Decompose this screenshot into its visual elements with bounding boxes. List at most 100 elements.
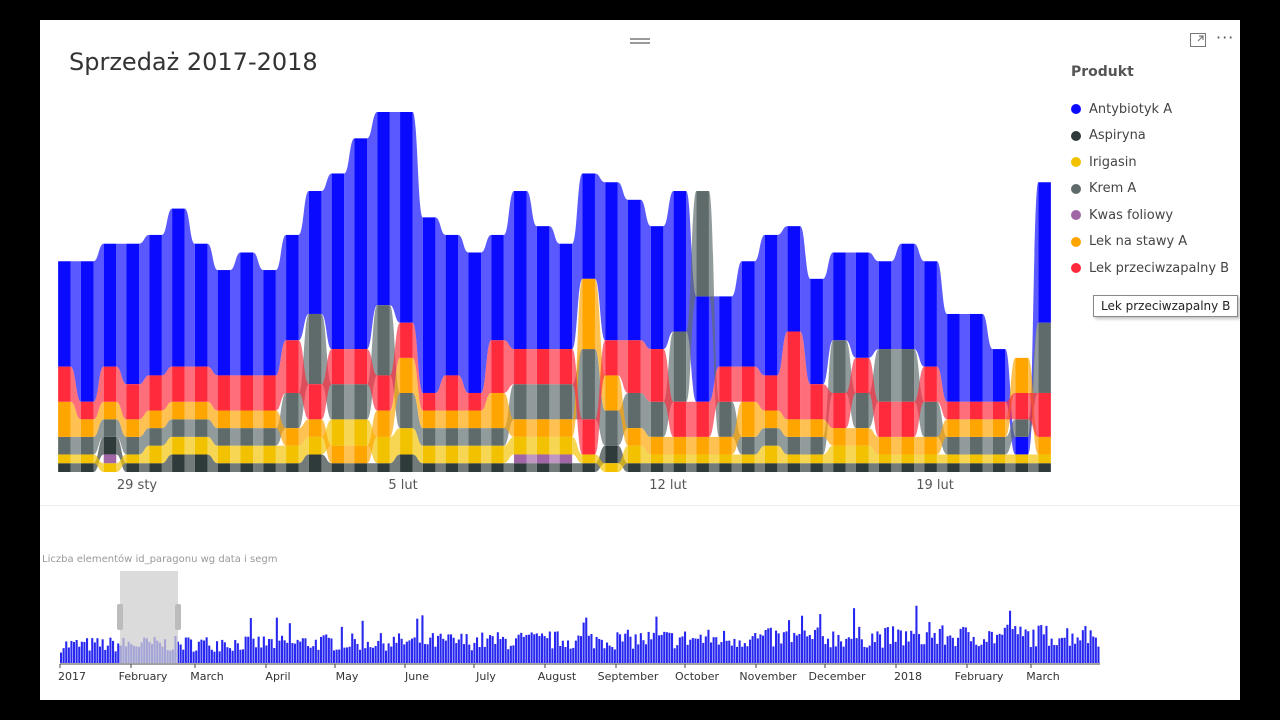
- ribbon-band[interactable]: [116, 454, 127, 472]
- ribbon-band[interactable]: [344, 419, 355, 446]
- ribbon-segment[interactable]: [696, 296, 709, 402]
- ribbon-segment[interactable]: [103, 454, 117, 464]
- ribbon-segment[interactable]: [605, 445, 618, 464]
- ribbon-segment[interactable]: [536, 384, 550, 420]
- ribbon-band[interactable]: [754, 463, 765, 472]
- ribbon-band[interactable]: [754, 366, 765, 411]
- ribbon-segment[interactable]: [1038, 436, 1051, 455]
- ribbon-segment[interactable]: [969, 454, 983, 464]
- ribbon-segment[interactable]: [103, 366, 117, 402]
- ribbon-band[interactable]: [184, 436, 195, 455]
- ribbon-band[interactable]: [139, 445, 150, 464]
- ribbon-band[interactable]: [914, 436, 925, 455]
- ribbon-segment[interactable]: [1038, 392, 1051, 437]
- ribbon-band[interactable]: [640, 428, 651, 455]
- ribbon-band[interactable]: [367, 463, 378, 472]
- ribbon-segment[interactable]: [673, 463, 687, 472]
- ribbon-band[interactable]: [663, 191, 674, 350]
- ribbon-segment[interactable]: [855, 252, 869, 358]
- ribbon-segment[interactable]: [149, 410, 162, 429]
- ribbon-segment[interactable]: [969, 419, 983, 437]
- ribbon-band[interactable]: [93, 419, 104, 455]
- ribbon-band[interactable]: [412, 112, 423, 393]
- ribbon-band[interactable]: [868, 428, 879, 455]
- ribbon-band[interactable]: [70, 401, 81, 437]
- ribbon-segment[interactable]: [924, 366, 937, 402]
- ribbon-band[interactable]: [800, 226, 811, 385]
- ribbon-band[interactable]: [139, 375, 150, 420]
- ribbon-band[interactable]: [435, 428, 446, 446]
- ribbon-segment[interactable]: [605, 375, 618, 411]
- ribbon-segment[interactable]: [992, 463, 1006, 472]
- ribbon-band[interactable]: [891, 243, 902, 350]
- ribbon-band[interactable]: [549, 384, 560, 420]
- ribbon-band[interactable]: [367, 349, 378, 411]
- ribbon-band[interactable]: [549, 419, 560, 437]
- ribbon-band[interactable]: [708, 454, 720, 464]
- ribbon-band[interactable]: [572, 173, 583, 350]
- ribbon-segment[interactable]: [103, 243, 117, 367]
- ribbon-segment[interactable]: [445, 428, 459, 446]
- ribbon-segment[interactable]: [126, 419, 140, 437]
- ribbon-segment[interactable]: [992, 401, 1006, 420]
- ribbon-band[interactable]: [549, 463, 560, 472]
- ribbon-band[interactable]: [412, 454, 423, 472]
- ribbon-segment[interactable]: [1038, 463, 1051, 472]
- ribbon-band[interactable]: [914, 454, 925, 464]
- ribbon-segment[interactable]: [833, 392, 846, 429]
- ribbon-segment[interactable]: [491, 428, 504, 446]
- ribbon-segment[interactable]: [605, 340, 618, 376]
- ribbon-segment[interactable]: [559, 463, 573, 472]
- ribbon-segment[interactable]: [149, 428, 162, 446]
- ribbon-band[interactable]: [480, 234, 492, 393]
- ribbon-segment[interactable]: [787, 436, 801, 455]
- ribbon-segment[interactable]: [400, 428, 413, 455]
- ribbon-segment[interactable]: [969, 463, 983, 472]
- ribbon-segment[interactable]: [422, 410, 436, 429]
- ribbon-band[interactable]: [686, 436, 697, 455]
- ribbon-segment[interactable]: [514, 454, 527, 464]
- ribbon-segment[interactable]: [1015, 454, 1029, 464]
- ribbon-band[interactable]: [275, 410, 287, 446]
- ribbon-segment[interactable]: [947, 436, 960, 455]
- ribbon-band[interactable]: [640, 340, 651, 402]
- ribbon-band[interactable]: [686, 463, 697, 472]
- ribbon-band[interactable]: [412, 322, 423, 411]
- ribbon-band[interactable]: [708, 436, 720, 455]
- ribbon-segment[interactable]: [924, 436, 937, 455]
- ribbon-segment[interactable]: [650, 401, 664, 437]
- ribbon-band[interactable]: [435, 217, 446, 393]
- ribbon-band[interactable]: [526, 384, 537, 420]
- ribbon-segment[interactable]: [58, 366, 71, 402]
- ribbon-segment[interactable]: [628, 340, 641, 393]
- ribbon-segment[interactable]: [80, 436, 94, 455]
- ribbon-band[interactable]: [777, 226, 788, 376]
- ribbon-band[interactable]: [298, 191, 309, 341]
- ribbon-segment[interactable]: [901, 349, 915, 402]
- ribbon-segment[interactable]: [559, 243, 573, 350]
- ribbon-segment[interactable]: [377, 463, 390, 472]
- ribbon-band[interactable]: [822, 463, 834, 472]
- ribbon-segment[interactable]: [878, 349, 892, 402]
- ribbon-segment[interactable]: [286, 428, 299, 446]
- ribbon-segment[interactable]: [445, 234, 459, 376]
- ribbon-segment[interactable]: [741, 261, 755, 367]
- ribbon-segment[interactable]: [126, 384, 140, 420]
- ribbon-segment[interactable]: [377, 375, 390, 411]
- ribbon-segment[interactable]: [422, 217, 436, 393]
- ribbon-segment[interactable]: [354, 138, 368, 350]
- ribbon-band[interactable]: [70, 436, 81, 455]
- ribbon-segment[interactable]: [536, 436, 550, 455]
- ribbon-segment[interactable]: [992, 436, 1006, 455]
- ribbon-band[interactable]: [412, 357, 423, 429]
- ribbon-segment[interactable]: [833, 445, 846, 464]
- ribbon-segment[interactable]: [194, 436, 208, 455]
- ribbon-segment[interactable]: [924, 261, 937, 367]
- ribbon-segment[interactable]: [263, 428, 276, 446]
- ribbon-segment[interactable]: [1015, 392, 1029, 420]
- ribbon-segment[interactable]: [855, 463, 869, 472]
- ribbon-band[interactable]: [1028, 322, 1039, 437]
- ribbon-segment[interactable]: [855, 357, 869, 393]
- ribbon-segment[interactable]: [331, 384, 345, 420]
- ribbon-band[interactable]: [617, 182, 629, 341]
